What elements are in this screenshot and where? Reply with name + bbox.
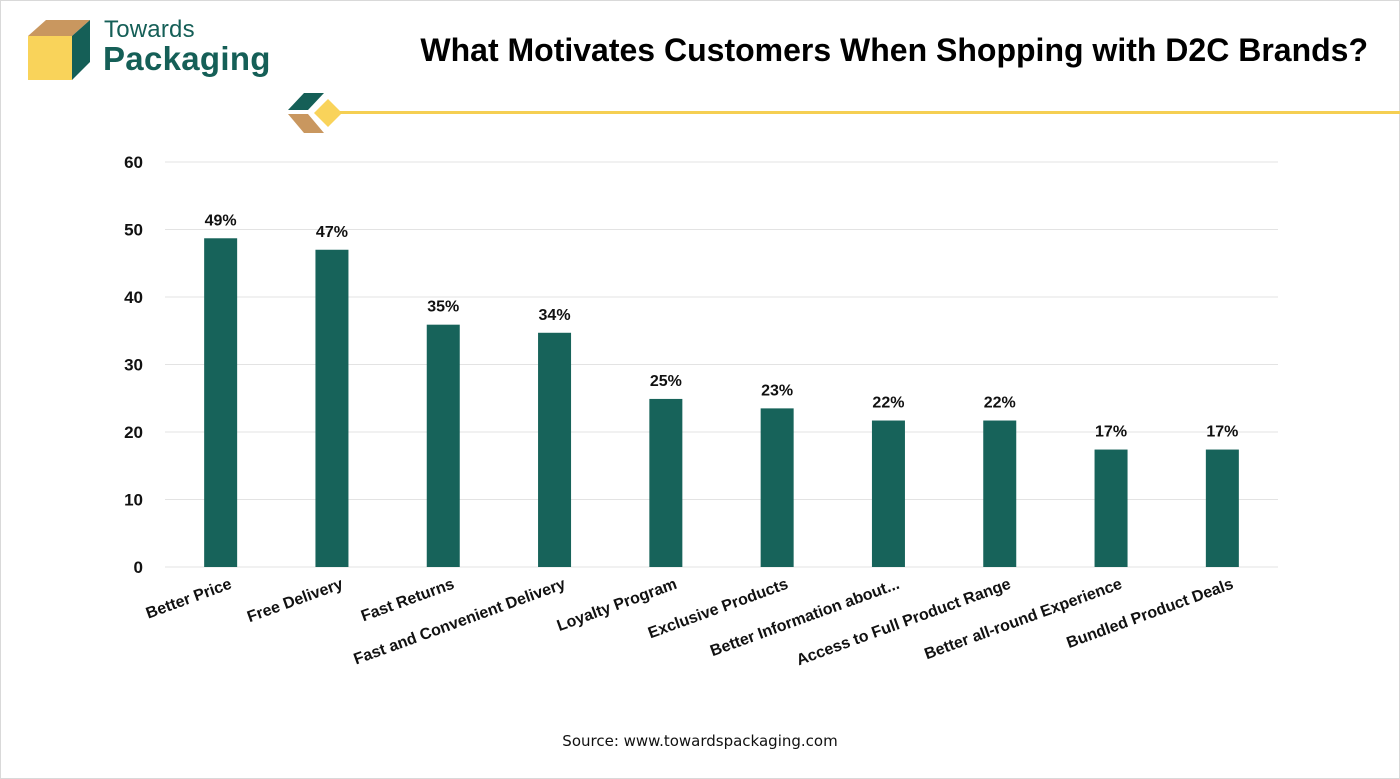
divider-diamond-icon — [288, 93, 342, 133]
x-tick-label: Free Delivery — [245, 576, 345, 626]
data-label: 25% — [650, 373, 682, 390]
bar — [983, 420, 1017, 567]
data-label: 47% — [316, 224, 348, 241]
bar — [204, 238, 238, 567]
data-label: 35% — [427, 299, 459, 316]
y-tick-label: 30 — [124, 356, 143, 375]
y-tick-label: 10 — [124, 491, 143, 510]
data-label: 22% — [984, 395, 1016, 412]
chart-title: What Motivates Customers When Shopping w… — [420, 32, 1368, 68]
x-tick-label: Fast Returns — [359, 576, 457, 625]
data-label: 49% — [205, 212, 237, 229]
data-label: 34% — [539, 307, 571, 324]
data-label: 17% — [1206, 424, 1238, 441]
y-tick-label: 0 — [134, 558, 143, 577]
y-tick-label: 20 — [124, 423, 143, 442]
x-tick-label: Better all-round Experience — [922, 576, 1124, 663]
brand-name-line1: Towards — [104, 16, 195, 43]
x-tick-label: Better Information about... — [708, 576, 902, 660]
title-divider-line — [340, 111, 1400, 114]
data-label: 23% — [761, 382, 793, 399]
bar — [760, 408, 794, 567]
y-tick-label: 50 — [124, 221, 143, 240]
bar — [1205, 449, 1239, 567]
source-note: Source: www.towardspackaging.com — [562, 732, 838, 750]
package-box-icon — [28, 20, 90, 80]
bar — [426, 324, 460, 567]
data-label: 17% — [1095, 424, 1127, 441]
bar — [871, 420, 905, 567]
x-tick-label: Better Price — [144, 576, 234, 623]
bar — [1094, 449, 1128, 567]
bar — [538, 332, 572, 567]
brand-logo: Towards Packaging — [24, 14, 284, 89]
data-label: 22% — [872, 395, 904, 412]
bar — [649, 398, 683, 567]
x-tick-label: Fast and Convenient Delivery — [352, 576, 568, 669]
y-tick-label: 60 — [124, 153, 143, 172]
bar — [315, 249, 349, 567]
x-tick-label: Access to Full Product Range — [794, 576, 1013, 670]
y-tick-label: 40 — [124, 288, 143, 307]
brand-name-line2: Packaging — [103, 40, 271, 77]
